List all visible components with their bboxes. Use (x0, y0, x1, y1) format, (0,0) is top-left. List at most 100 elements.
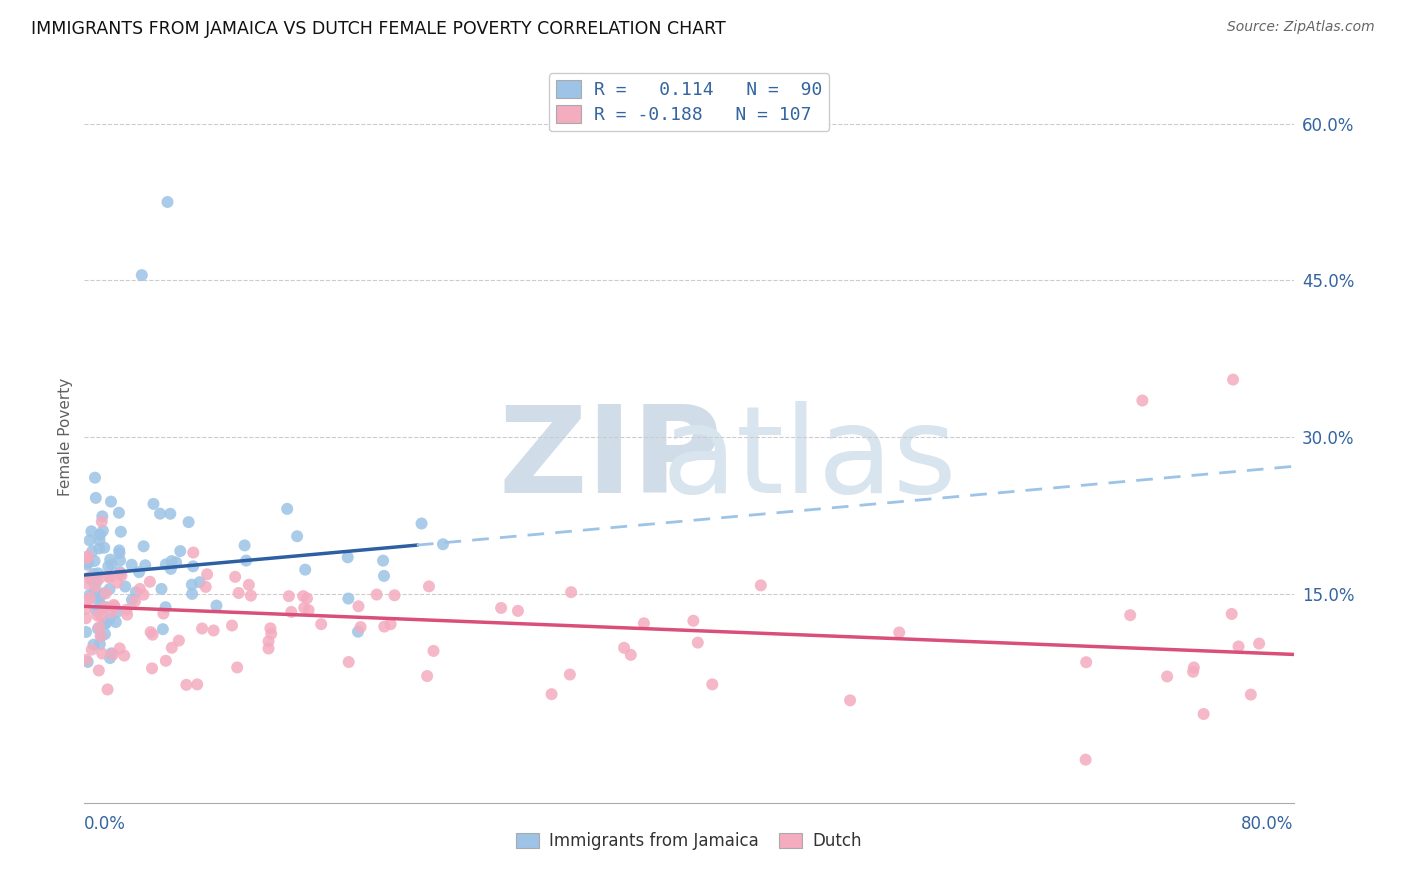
Point (103, 598, 125, 612)
Point (103, 599, 125, 614)
Point (108, 566, 131, 581)
Point (224, 570, 246, 584)
Point (1119, 608, 1142, 623)
Point (83, 638, 105, 652)
Point (349, 620, 371, 634)
Point (506, 604, 529, 618)
Point (114, 580, 136, 594)
Point (159, 507, 181, 521)
Point (110, 568, 132, 582)
Point (489, 601, 512, 615)
Point (121, 593, 143, 607)
Point (76, 655, 98, 669)
Point (1182, 665, 1205, 679)
Point (91, 524, 114, 538)
Point (149, 507, 172, 521)
Point (749, 578, 772, 592)
Point (1074, 753, 1097, 767)
Point (141, 661, 163, 675)
Point (165, 555, 187, 569)
Point (235, 553, 257, 567)
Point (101, 605, 124, 619)
Point (87, 664, 110, 678)
Point (889, 625, 911, 640)
Point (1227, 640, 1250, 654)
Text: Source: ZipAtlas.com: Source: ZipAtlas.com (1227, 20, 1375, 34)
Point (89, 591, 111, 605)
Point (90, 629, 112, 643)
Point (94, 616, 117, 631)
Point (540, 687, 562, 701)
Point (233, 538, 256, 552)
Text: 80.0%: 80.0% (1241, 815, 1294, 833)
Point (142, 497, 165, 511)
Point (110, 524, 132, 539)
Point (98, 552, 121, 566)
Point (91, 647, 114, 661)
Point (366, 588, 388, 602)
Text: atlas: atlas (662, 401, 957, 517)
Point (100, 494, 122, 508)
Point (1249, 636, 1271, 650)
Point (176, 678, 198, 692)
Point (90, 629, 112, 643)
Point (91, 509, 114, 524)
Point (98, 571, 121, 585)
Point (91, 602, 114, 616)
Point (86, 608, 108, 623)
Point (131, 268, 153, 282)
Point (373, 569, 395, 583)
Point (76, 594, 98, 608)
Point (226, 660, 249, 674)
Point (84, 580, 107, 594)
Point (108, 543, 131, 558)
Point (87, 620, 110, 634)
Point (337, 655, 360, 669)
Point (238, 578, 260, 592)
Point (418, 579, 440, 593)
Point (105, 605, 128, 619)
Point (380, 617, 402, 632)
Point (155, 600, 177, 615)
Point (87, 622, 110, 636)
Point (180, 577, 202, 591)
Point (411, 516, 433, 531)
Text: IMMIGRANTS FROM JAMAICA VS DUTCH FEMALE POVERTY CORRELATION CHART: IMMIGRANTS FROM JAMAICA VS DUTCH FEMALE … (31, 20, 725, 37)
Text: ZIP: ZIP (499, 401, 723, 517)
Text: 0.0%: 0.0% (84, 815, 127, 833)
Point (97, 559, 120, 574)
Point (139, 625, 162, 640)
Point (79, 570, 101, 584)
Point (1240, 688, 1263, 702)
Point (1156, 669, 1178, 683)
Point (839, 693, 862, 707)
Point (115, 603, 138, 617)
Point (115, 607, 138, 622)
Point (155, 654, 177, 668)
Point (90, 515, 112, 529)
Point (75, 653, 97, 667)
Point (80, 524, 103, 539)
Point (633, 616, 655, 631)
Point (87, 595, 110, 609)
Legend: Immigrants from Jamaica, Dutch: Immigrants from Jamaica, Dutch (509, 825, 869, 856)
Point (682, 614, 704, 628)
Point (1182, 660, 1205, 674)
Point (277, 589, 299, 603)
Point (1222, 373, 1244, 387)
Point (239, 589, 262, 603)
Point (686, 635, 709, 649)
Point (132, 539, 155, 553)
Point (560, 585, 582, 599)
Point (150, 582, 173, 596)
Point (94, 586, 117, 600)
Point (75, 576, 97, 591)
Point (86, 574, 108, 589)
Point (613, 640, 636, 655)
Point (89, 527, 111, 541)
Point (89, 571, 111, 585)
Point (93, 541, 115, 555)
Point (98, 612, 121, 626)
Point (93, 600, 115, 615)
Point (80, 642, 103, 657)
